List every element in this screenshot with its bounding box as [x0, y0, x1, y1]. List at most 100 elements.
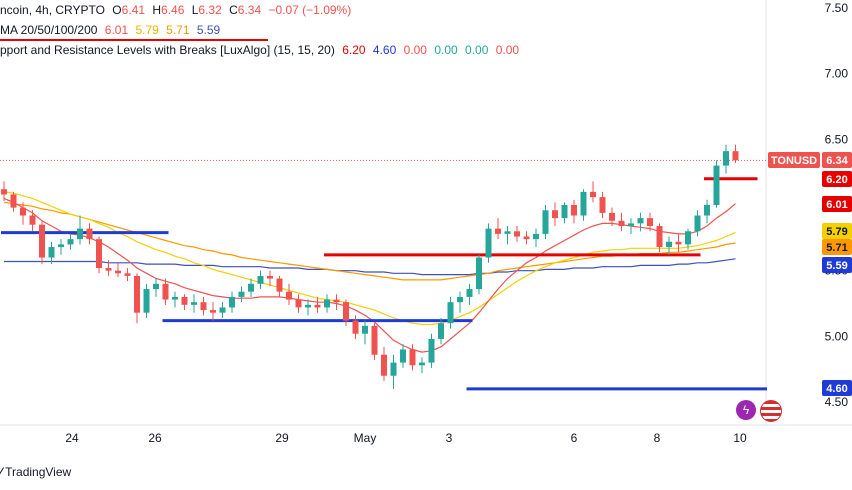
candle-body: [495, 228, 501, 234]
candle-body: [371, 325, 378, 355]
price-label-box: [822, 152, 852, 168]
candle-body: [580, 191, 587, 216]
candle-body: [409, 349, 416, 366]
price-label-text: 6.20: [826, 174, 847, 186]
y-tick-label: 7.50: [825, 1, 849, 15]
candle-body: [428, 338, 435, 363]
candle-body: [257, 275, 264, 284]
y-tick-label: 5.00: [825, 329, 849, 343]
x-tick-label: 10: [733, 431, 747, 445]
sr-value-6: 0.00: [495, 43, 520, 57]
sr-row[interactable]: pport and Resistance Levels with Breaks …: [0, 40, 523, 60]
candle-body: [618, 220, 625, 227]
candle-body: [362, 325, 368, 334]
x-tick-label: 8: [654, 431, 661, 445]
price-label-text: 4.60: [826, 383, 847, 395]
price-label-box: [822, 380, 852, 396]
candle-body: [172, 296, 178, 300]
price-label-box: [822, 223, 852, 239]
candle-body: [153, 283, 159, 290]
candle-body: [229, 296, 235, 308]
candle-body: [248, 283, 254, 292]
candle-body: [704, 205, 710, 216]
candle-body: [400, 349, 406, 363]
price-label-box: [822, 171, 852, 187]
candle-body: [533, 233, 539, 240]
ma-row[interactable]: MA 20/50/100/200 6.01 5.79 5.71 5.59: [0, 20, 523, 41]
price-label-text: 5.71: [826, 242, 847, 254]
candle-body: [523, 236, 530, 240]
price-label-box: [768, 152, 820, 168]
legend: ncoin, 4h, CRYPTO O6.41 H6.46 L6.32 C6.3…: [0, 0, 523, 60]
candle-body: [210, 310, 216, 313]
candle-body: [637, 218, 644, 224]
candle-body: [571, 205, 577, 216]
candle-body: [466, 289, 473, 297]
candle-body: [1, 189, 7, 195]
price-label-text: 6.34: [826, 155, 848, 167]
candle-body: [675, 241, 682, 245]
candle-body: [295, 299, 302, 308]
candle-body: [628, 223, 634, 227]
sr-value-5: 0.00: [465, 43, 489, 57]
y-tick-label: 7.00: [825, 67, 849, 81]
x-tick-label: 6: [571, 431, 578, 445]
footer: ⁄ TradingView: [0, 465, 71, 479]
ma200-value: 5.59: [196, 23, 221, 37]
us-flag-icon[interactable]: [760, 400, 782, 422]
candle-body: [324, 299, 330, 308]
candle-body: [447, 302, 454, 324]
candle-body: [143, 289, 150, 313]
ma50-value: 5.79: [135, 23, 159, 37]
candle-body: [609, 212, 615, 221]
sr-value-2: 4.60: [372, 43, 397, 57]
y-tick-label: 6.50: [825, 132, 849, 146]
candle-body: [352, 320, 359, 334]
price-label-text: TONUSD: [771, 155, 817, 167]
change-value: −0.07 (−1.09%): [268, 3, 352, 17]
candle-body: [419, 362, 425, 366]
candle-body: [58, 244, 64, 248]
candle-body: [685, 231, 691, 245]
candle-body: [105, 268, 112, 271]
candle-body: [485, 228, 492, 258]
low-value: 6.32: [198, 3, 222, 17]
tradingview-logo-icon: ⁄: [0, 465, 3, 479]
ma200-line: [4, 258, 736, 276]
candle-body: [115, 270, 121, 274]
candle-body: [381, 354, 387, 376]
price-label-box: [822, 196, 852, 212]
candle-body: [181, 296, 188, 305]
flash-icon[interactable]: ϟ: [736, 400, 756, 420]
candle-body: [561, 205, 568, 219]
candle-body: [305, 304, 311, 308]
candle-body: [77, 228, 83, 240]
brand-label[interactable]: TradingView: [5, 465, 72, 479]
ma-underline: [0, 39, 268, 41]
candle-body: [10, 194, 17, 208]
x-tick-label: 26: [148, 431, 162, 445]
close-label: C: [229, 3, 238, 17]
candle-body: [219, 307, 226, 313]
x-tick-label: May: [354, 431, 377, 445]
candle-body: [48, 247, 55, 258]
price-label-box: [822, 257, 852, 273]
ma20-value: 6.01: [104, 23, 129, 37]
candle-body: [647, 218, 653, 227]
candle-body: [514, 231, 520, 237]
sr-value-1: 6.20: [342, 43, 366, 57]
price-label-text: 5.59: [826, 260, 847, 272]
candle-body: [86, 228, 93, 240]
candle-body: [476, 257, 482, 290]
price-label-box: [822, 239, 852, 255]
candle-body: [590, 191, 596, 198]
candle-body: [191, 302, 197, 305]
candle-body: [666, 241, 672, 248]
x-tick-label: 29: [275, 431, 289, 445]
candle-body: [599, 197, 606, 213]
candle-body: [343, 302, 349, 321]
ma20-line: [3, 197, 736, 353]
ohlc-row: ncoin, 4h, CRYPTO O6.41 H6.46 L6.32 C6.3…: [0, 0, 523, 20]
